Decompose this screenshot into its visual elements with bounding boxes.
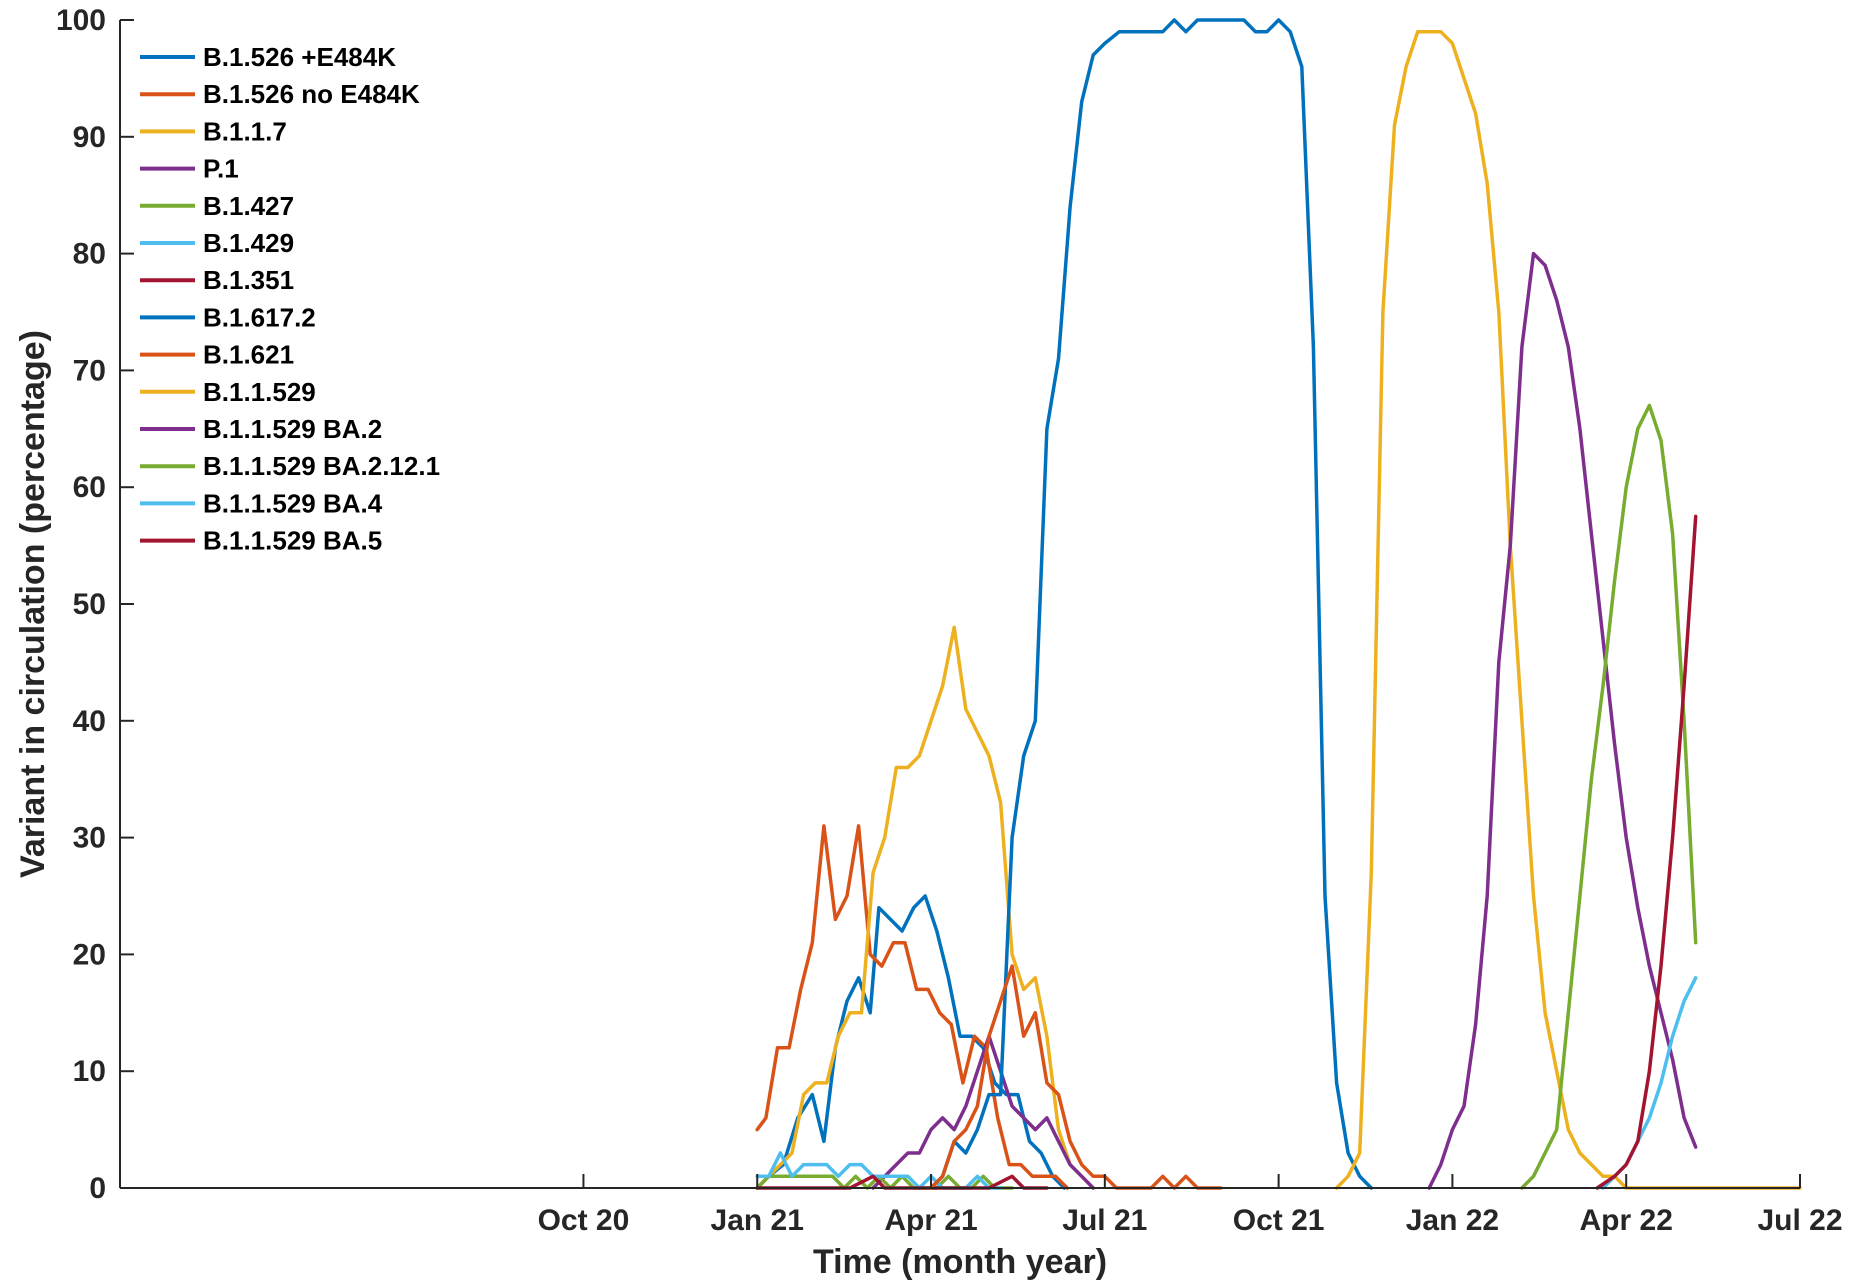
y-tick-label: 0 (89, 1172, 106, 1205)
tick-labels: 0 10 20 30 40 50 60 70 80 90 100 Oct 20 Jan 21 Apr 21… (56, 4, 1843, 1237)
y-tick-label: 20 (73, 938, 106, 971)
legend-label: B.1.427 (203, 191, 294, 221)
series-line-3 (871, 1034, 1095, 1190)
series-line-10 (1427, 251, 1698, 1190)
legend-label: B.1.526 +E484K (203, 42, 396, 72)
legend-label: B.1.429 (203, 228, 294, 258)
series-line-2 (755, 625, 1095, 1190)
x-tick-label: Jul 22 (1757, 1204, 1842, 1237)
series-line-7 (929, 18, 1374, 1190)
x-tick-label: Jan 22 (1406, 1204, 1499, 1237)
y-tick-label: 50 (73, 588, 106, 621)
x-tick-label: Jan 21 (711, 1204, 804, 1237)
legend: B.1.526 +E484K B.1.526 no E484K B.1.1.7 P.1… (140, 42, 440, 556)
legend-label: B.1.1.529 BA.2.12.1 (203, 451, 440, 481)
legend-label: B.1.526 no E484K (203, 79, 420, 109)
y-tick-label: 10 (73, 1055, 106, 1088)
y-tick-label: 100 (56, 4, 106, 37)
x-tick-label: Jul 21 (1062, 1204, 1147, 1237)
legend-label: B.1.1.529 BA.4 (203, 488, 383, 518)
series-lines (755, 18, 1802, 1190)
series-line-11 (1520, 403, 1698, 1190)
series-line-9 (1334, 29, 1802, 1190)
axes (119, 19, 1801, 1189)
x-tick-label: Apr 22 (1580, 1204, 1673, 1237)
legend-label: B.1.621 (203, 340, 294, 370)
legend-label: B.1.1.529 BA.2 (203, 414, 382, 444)
x-tick-label: Oct 21 (1233, 1204, 1325, 1237)
series-line-0 (755, 894, 1067, 1190)
y-tick-label: 40 (73, 705, 106, 738)
series-line-1 (755, 824, 1069, 1190)
legend-label: B.1.351 (203, 265, 294, 295)
y-tick-label: 60 (73, 471, 106, 504)
x-tick-label: Apr 21 (884, 1204, 977, 1237)
legend-label: B.1.1.7 (203, 116, 287, 146)
legend-label: P.1 (203, 154, 239, 184)
series-line-8 (929, 964, 1223, 1190)
y-tick-label: 70 (73, 354, 106, 387)
y-tick-label: 90 (73, 121, 106, 154)
legend-label: B.1.1.529 BA.5 (203, 526, 382, 556)
legend-label: B.1.617.2 (203, 302, 316, 332)
y-axis-label: Variant in circulation (percentage) (14, 330, 52, 878)
x-tick-label: Oct 20 (538, 1204, 630, 1237)
legend-label: B.1.1.529 (203, 377, 316, 407)
x-axis-label: Time (month year) (813, 1243, 1107, 1281)
y-tick-label: 30 (73, 822, 106, 855)
y-tick-label: 80 (73, 238, 106, 271)
series-line-13 (1595, 514, 1698, 1190)
